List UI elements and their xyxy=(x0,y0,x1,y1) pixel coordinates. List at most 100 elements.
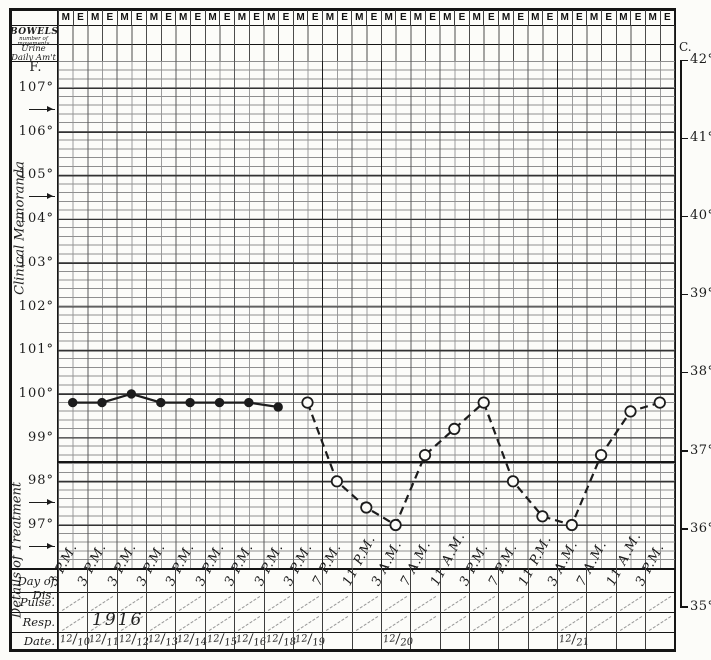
day-of-disease-cell xyxy=(645,567,674,592)
pulse-cell xyxy=(87,591,116,612)
temp-point-filled xyxy=(244,397,254,408)
temp-point-open xyxy=(477,396,490,409)
label-separator xyxy=(57,8,59,652)
empty-cell-slash xyxy=(619,595,643,611)
me-cell: M xyxy=(439,10,454,25)
date-cell xyxy=(439,631,469,649)
urine-label-1: Urine xyxy=(21,44,46,54)
day-of-disease-cell xyxy=(439,567,469,592)
fahrenheit-heading: F. xyxy=(29,60,43,75)
f-scale-label: 99° xyxy=(27,429,54,445)
temp-point-filled xyxy=(68,397,78,408)
pulse-cell xyxy=(615,591,645,612)
normal-temperature-line xyxy=(58,460,675,463)
date-cell xyxy=(615,631,645,649)
empty-cell-slash xyxy=(590,595,613,611)
resp-cell xyxy=(263,611,293,632)
pulse-cell xyxy=(234,591,263,612)
rule-grid-bottom xyxy=(9,567,676,570)
pulse-cell xyxy=(410,591,439,612)
c-scale-tick xyxy=(680,59,688,61)
empty-cell-slash xyxy=(208,615,231,631)
date-value: 12/19 xyxy=(294,631,326,649)
f-scale-label: 105° xyxy=(18,167,54,183)
date-cell: 12/13 xyxy=(146,631,179,649)
c-scale-label: 39° xyxy=(690,286,711,302)
empty-cell-slash xyxy=(649,595,672,611)
pulse-cell xyxy=(351,591,381,612)
me-cell: M xyxy=(322,10,337,25)
day-of-disease-cell xyxy=(175,567,204,592)
bowels-sublabel-2: movements xyxy=(17,41,50,47)
empty-cell-slash xyxy=(443,595,466,611)
me-cell: M xyxy=(116,10,132,25)
date-cell: 12/20 xyxy=(380,631,414,649)
border-right xyxy=(674,8,676,652)
date-cell xyxy=(322,631,351,649)
pulse-cell xyxy=(527,591,557,612)
resp-row xyxy=(58,611,675,632)
date-cell: 12/12 xyxy=(116,631,150,649)
border-left xyxy=(9,8,12,652)
day-of-disease-cell xyxy=(615,567,645,592)
pulse-cell xyxy=(58,591,87,612)
date-cell xyxy=(469,631,498,649)
day-of-disease-cell xyxy=(292,567,322,592)
empty-cell-slash xyxy=(267,615,290,631)
me-cell: E xyxy=(366,10,381,25)
f-scale-label: 98° xyxy=(27,473,54,489)
temp-point-open xyxy=(360,501,373,514)
resp-cell xyxy=(116,611,146,632)
empty-cell-slash xyxy=(179,595,202,611)
empty-cell-slash xyxy=(326,615,349,631)
empty-cell-slash xyxy=(149,595,173,611)
day-separator-line xyxy=(380,60,383,568)
date-cell: 12/15 xyxy=(204,631,238,649)
temp-point-filled xyxy=(156,397,166,408)
date-cell: 12/16 xyxy=(234,631,267,649)
me-cell: E xyxy=(454,10,469,25)
temperature-grid xyxy=(58,60,675,568)
resp-cell xyxy=(175,611,204,632)
bowels-cells xyxy=(58,25,675,44)
temp-point-open xyxy=(624,405,637,418)
resp-cell xyxy=(615,611,645,632)
me-cell: M xyxy=(175,10,190,25)
temp-point-open xyxy=(594,448,608,462)
date-cell xyxy=(410,631,439,649)
temp-point-open xyxy=(389,518,402,532)
empty-cell-slash xyxy=(267,595,290,611)
empty-cell-slash xyxy=(237,595,261,611)
temp-point-open xyxy=(301,396,314,409)
pulse-cell xyxy=(175,591,204,612)
scale-arrow-icon xyxy=(29,542,55,549)
pulse-cell xyxy=(292,591,322,612)
empty-cell-slash xyxy=(208,595,231,611)
resp-cell xyxy=(292,611,322,632)
temp-point-open xyxy=(418,448,432,462)
day-of-disease-cell xyxy=(204,567,234,592)
empty-cell-slash xyxy=(619,615,643,631)
me-cell: E xyxy=(512,10,528,25)
me-cell: M xyxy=(87,10,102,25)
pulse-cell xyxy=(469,591,498,612)
day-of-disease-cell xyxy=(469,567,498,592)
date-value: 12/12 xyxy=(118,631,150,649)
me-cell: E xyxy=(542,10,557,25)
empty-cell-slash xyxy=(443,615,466,631)
me-cell: M xyxy=(615,10,631,25)
resp-cell xyxy=(204,611,234,632)
resp-cell xyxy=(439,611,469,632)
day-of-disease-cell xyxy=(351,567,381,592)
empty-cell-slash xyxy=(326,595,349,611)
resp-cell xyxy=(146,611,175,632)
day-of-disease-cell xyxy=(498,567,527,592)
date-value: 12/21 xyxy=(558,631,590,649)
c-scale-tick xyxy=(680,528,688,530)
year-note: 1916 xyxy=(92,610,144,630)
resp-cell xyxy=(322,611,351,632)
f-scale-label: 104° xyxy=(18,211,54,227)
me-cell: E xyxy=(395,10,410,25)
c-scale-tick xyxy=(680,371,688,374)
date-cell xyxy=(527,631,557,649)
